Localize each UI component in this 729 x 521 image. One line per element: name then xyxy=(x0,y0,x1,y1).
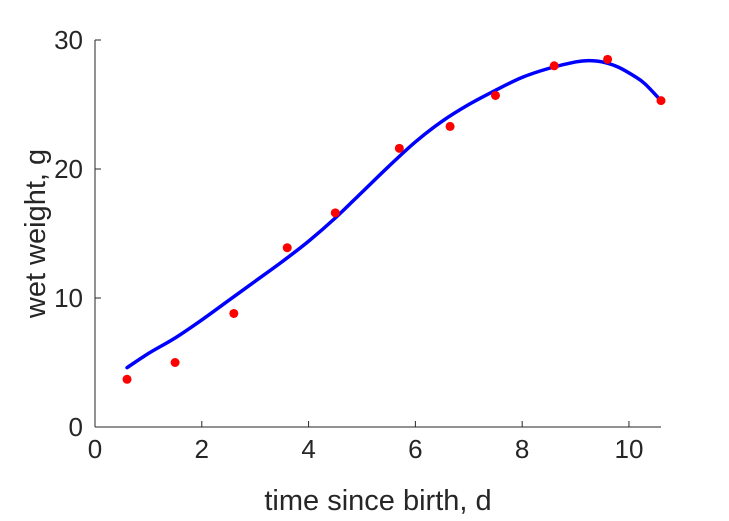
data-point xyxy=(394,143,404,153)
data-point xyxy=(490,90,500,100)
x-tick-label: 0 xyxy=(88,434,102,464)
data-point xyxy=(445,121,455,131)
x-tick-label: 2 xyxy=(195,434,209,464)
y-tick-label: 0 xyxy=(69,412,83,442)
data-points-layer xyxy=(122,54,666,384)
data-point xyxy=(603,54,613,64)
data-point xyxy=(330,208,340,218)
data-point xyxy=(122,374,132,384)
x-tick-label: 6 xyxy=(408,434,422,464)
x-tick-label: 4 xyxy=(301,434,315,464)
data-point xyxy=(549,61,559,71)
data-point xyxy=(656,96,666,106)
fit-curve-line xyxy=(125,58,663,370)
data-point xyxy=(282,243,292,253)
y-axis-label: wet weight, g xyxy=(20,149,52,319)
axes: 0 2 4 6 8 10 0 10 20 30 xyxy=(54,25,661,464)
y-tick-label: 10 xyxy=(54,283,83,313)
data-point xyxy=(229,308,239,318)
y-tick-label: 20 xyxy=(54,154,83,184)
data-point xyxy=(170,358,180,367)
fit-curve-layer xyxy=(125,58,663,370)
x-tick-label: 10 xyxy=(615,434,644,464)
x-tick-label: 8 xyxy=(515,434,529,464)
y-tick-label: 30 xyxy=(54,25,83,55)
x-axis-label: time since birth, d xyxy=(264,485,491,517)
